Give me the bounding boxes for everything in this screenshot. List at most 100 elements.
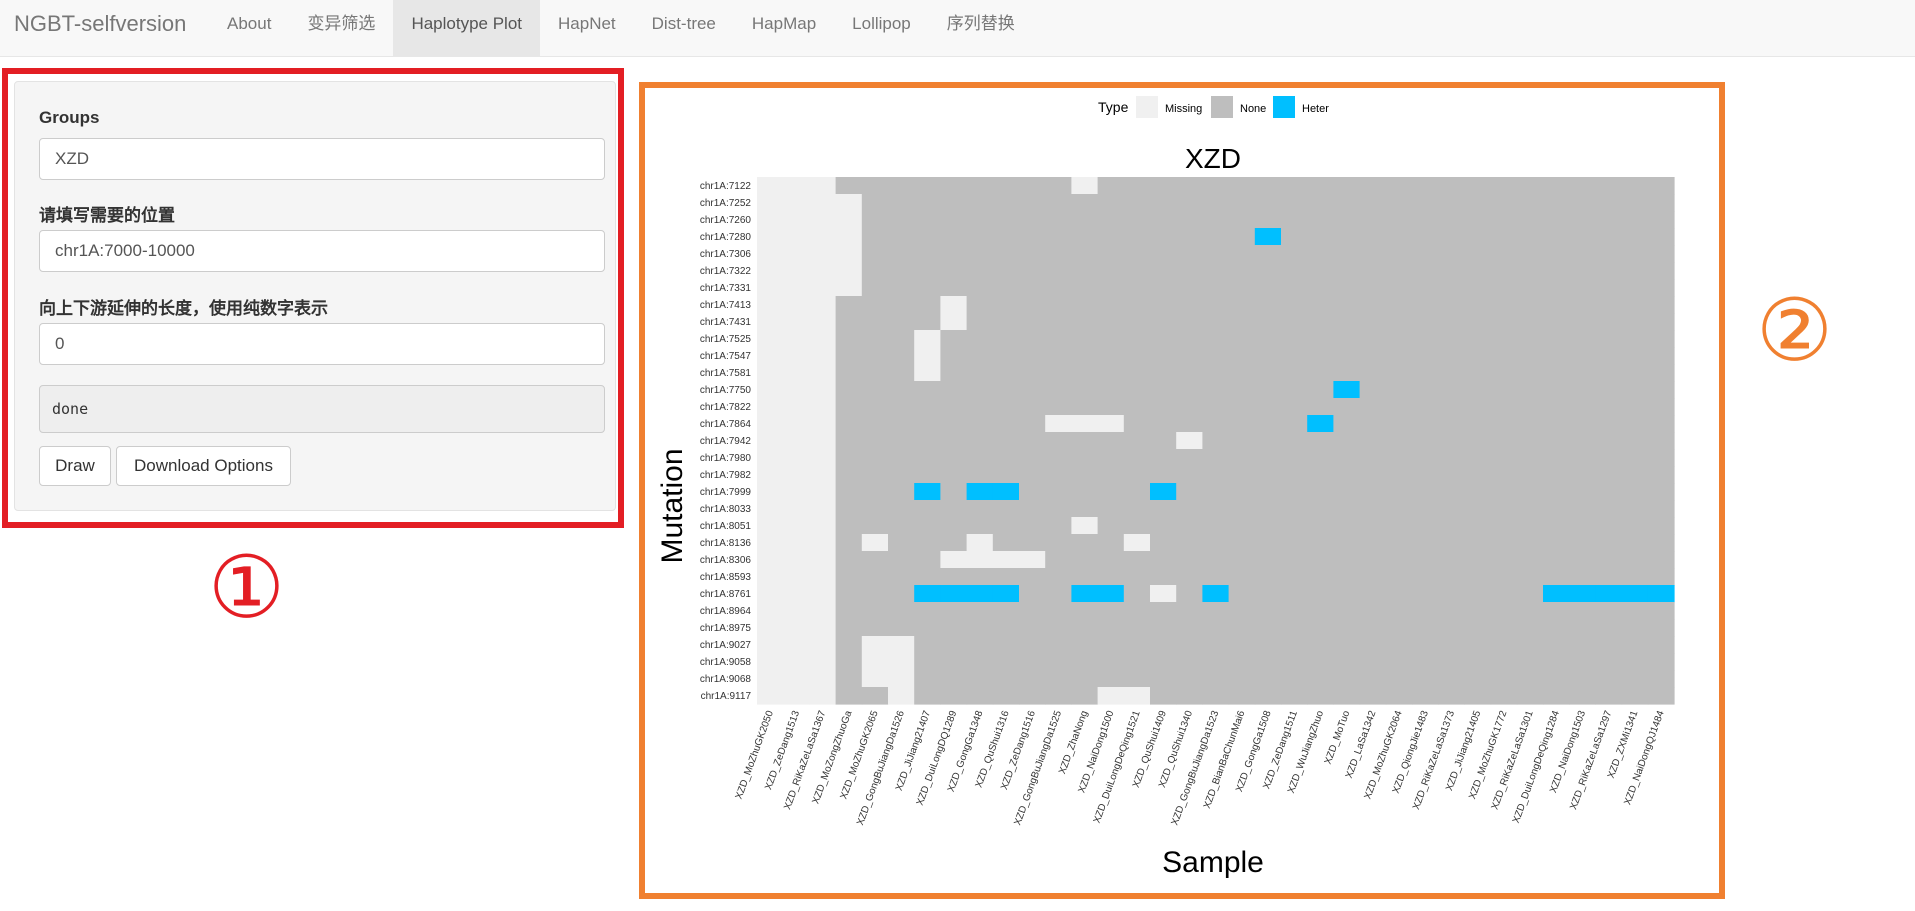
heatmap-cell — [1490, 602, 1518, 620]
heatmap-cell — [1647, 279, 1675, 297]
position-input[interactable]: chr1A:7000-10000 — [39, 230, 605, 272]
heatmap-cell — [1647, 228, 1675, 246]
heatmap-cell — [1176, 415, 1203, 433]
heatmap-cell — [1516, 194, 1544, 212]
heatmap-cell — [1464, 500, 1492, 518]
heatmap-cell — [1438, 245, 1465, 263]
heatmap-cell — [1254, 194, 1282, 212]
heatmap-cell — [1176, 585, 1203, 603]
heatmap-cell — [1097, 670, 1125, 688]
heatmap-cell — [1045, 313, 1072, 331]
heatmap-cell — [1123, 194, 1151, 212]
heatmap-cell — [1281, 619, 1308, 637]
heatmap-cell — [757, 636, 784, 654]
tab-lollipop[interactable]: Lollipop — [852, 14, 911, 33]
heatmap-cell — [966, 245, 994, 263]
heatmap-cell — [1150, 449, 1177, 467]
heatmap-cell — [1438, 534, 1465, 552]
app-brand[interactable]: NGBT-selfversion — [14, 11, 187, 36]
heatmap-cell — [809, 245, 837, 263]
heatmap-cell — [1516, 245, 1544, 263]
heatmap-cell — [966, 585, 994, 603]
heatmap-cell — [1543, 687, 1570, 705]
draw-button[interactable]: Draw — [39, 446, 111, 486]
tab-hapnet[interactable]: HapNet — [558, 14, 616, 33]
heatmap-cell — [1595, 534, 1623, 552]
heatmap-cell — [1123, 551, 1151, 569]
heatmap-cell — [1543, 194, 1570, 212]
heatmap-cell — [1359, 415, 1387, 433]
heatmap-cell — [809, 636, 837, 654]
heatmap-cell — [1621, 619, 1649, 637]
heatmap-cell — [992, 194, 1020, 212]
heatmap-cell — [835, 211, 863, 229]
heatmap-cell — [1097, 432, 1125, 450]
heatmap-cell — [1202, 279, 1230, 297]
heatmap-cell — [888, 500, 915, 518]
heatmap-cell — [1281, 585, 1308, 603]
heatmap-cell — [966, 262, 994, 280]
tab-sequence-replace[interactable]: 序列替换 — [946, 14, 1015, 33]
panel2-number-label: ② — [1756, 281, 1834, 381]
heatmap-cell — [1543, 330, 1570, 348]
heatmap-cell — [1385, 619, 1413, 637]
heatmap-cell — [1438, 381, 1465, 399]
heatmap-cell — [1202, 364, 1230, 382]
heatmap-cell — [1438, 653, 1465, 671]
heatmap-cell — [835, 687, 863, 705]
tab-dist-tree[interactable]: Dist-tree — [651, 14, 716, 33]
heatmap-cell — [1176, 619, 1203, 637]
heatmap-cell — [1150, 211, 1177, 229]
heatmap-cell — [1490, 517, 1518, 535]
heatmap-cell — [1647, 381, 1675, 399]
heatmap-cell — [1228, 602, 1256, 620]
heatmap-cell — [783, 517, 810, 535]
heatmap-cell — [1647, 585, 1675, 603]
heatmap-cell — [1071, 636, 1099, 654]
heatmap-cell — [1438, 670, 1465, 688]
heatmap-cell — [914, 551, 941, 569]
heatmap-cell — [992, 398, 1020, 416]
extend-length-input[interactable]: 0 — [39, 323, 605, 365]
heatmap-cell — [992, 670, 1020, 688]
tab-about[interactable]: About — [227, 14, 272, 33]
heatmap-cell — [1490, 177, 1518, 195]
heatmap-cell — [1228, 653, 1256, 671]
heatmap-cell — [1307, 619, 1334, 637]
heatmap-cell — [1385, 211, 1413, 229]
heatmap-cell — [1464, 517, 1492, 535]
heatmap-cell — [966, 483, 994, 501]
heatmap-cell — [1438, 296, 1465, 314]
heatmap-cell — [1176, 279, 1203, 297]
heatmap-cell — [1307, 313, 1334, 331]
y-tick-label: chr1A:7431 — [700, 317, 752, 328]
tab-hapmap[interactable]: HapMap — [751, 14, 817, 33]
groups-input[interactable]: XZD — [39, 138, 605, 180]
tab-haplotype-plot[interactable]: Haplotype Plot — [393, 0, 541, 56]
heatmap-cell — [1097, 194, 1125, 212]
heatmap-cell — [1150, 670, 1177, 688]
heatmap-cell — [1123, 262, 1151, 280]
heatmap-cell — [1333, 534, 1361, 552]
heatmap-cell — [1123, 245, 1151, 263]
heatmap-cell — [1490, 415, 1518, 433]
heatmap-cell — [1254, 602, 1282, 620]
tab-variant-filter[interactable]: 变异筛选 — [307, 14, 376, 33]
heatmap-cell — [1045, 500, 1072, 518]
heatmap-cell — [1569, 279, 1596, 297]
y-tick-label: chr1A:7525 — [700, 334, 752, 345]
heatmap-cell — [757, 194, 784, 212]
heatmap-cell — [1254, 245, 1282, 263]
heatmap-cell — [1228, 517, 1256, 535]
heatmap-cell — [861, 381, 889, 399]
heatmap-cell — [1228, 177, 1256, 195]
heatmap-cell — [1385, 245, 1413, 263]
heatmap-cell — [1019, 687, 1046, 705]
panel1-number-label: ① — [208, 538, 286, 638]
heatmap-cell — [1333, 653, 1361, 671]
download-options-button[interactable]: Download Options — [116, 446, 291, 486]
heatmap-cell — [1490, 381, 1518, 399]
heatmap-cell — [1333, 381, 1361, 399]
heatmap-cell — [1202, 177, 1230, 195]
heatmap-cell — [1123, 449, 1151, 467]
